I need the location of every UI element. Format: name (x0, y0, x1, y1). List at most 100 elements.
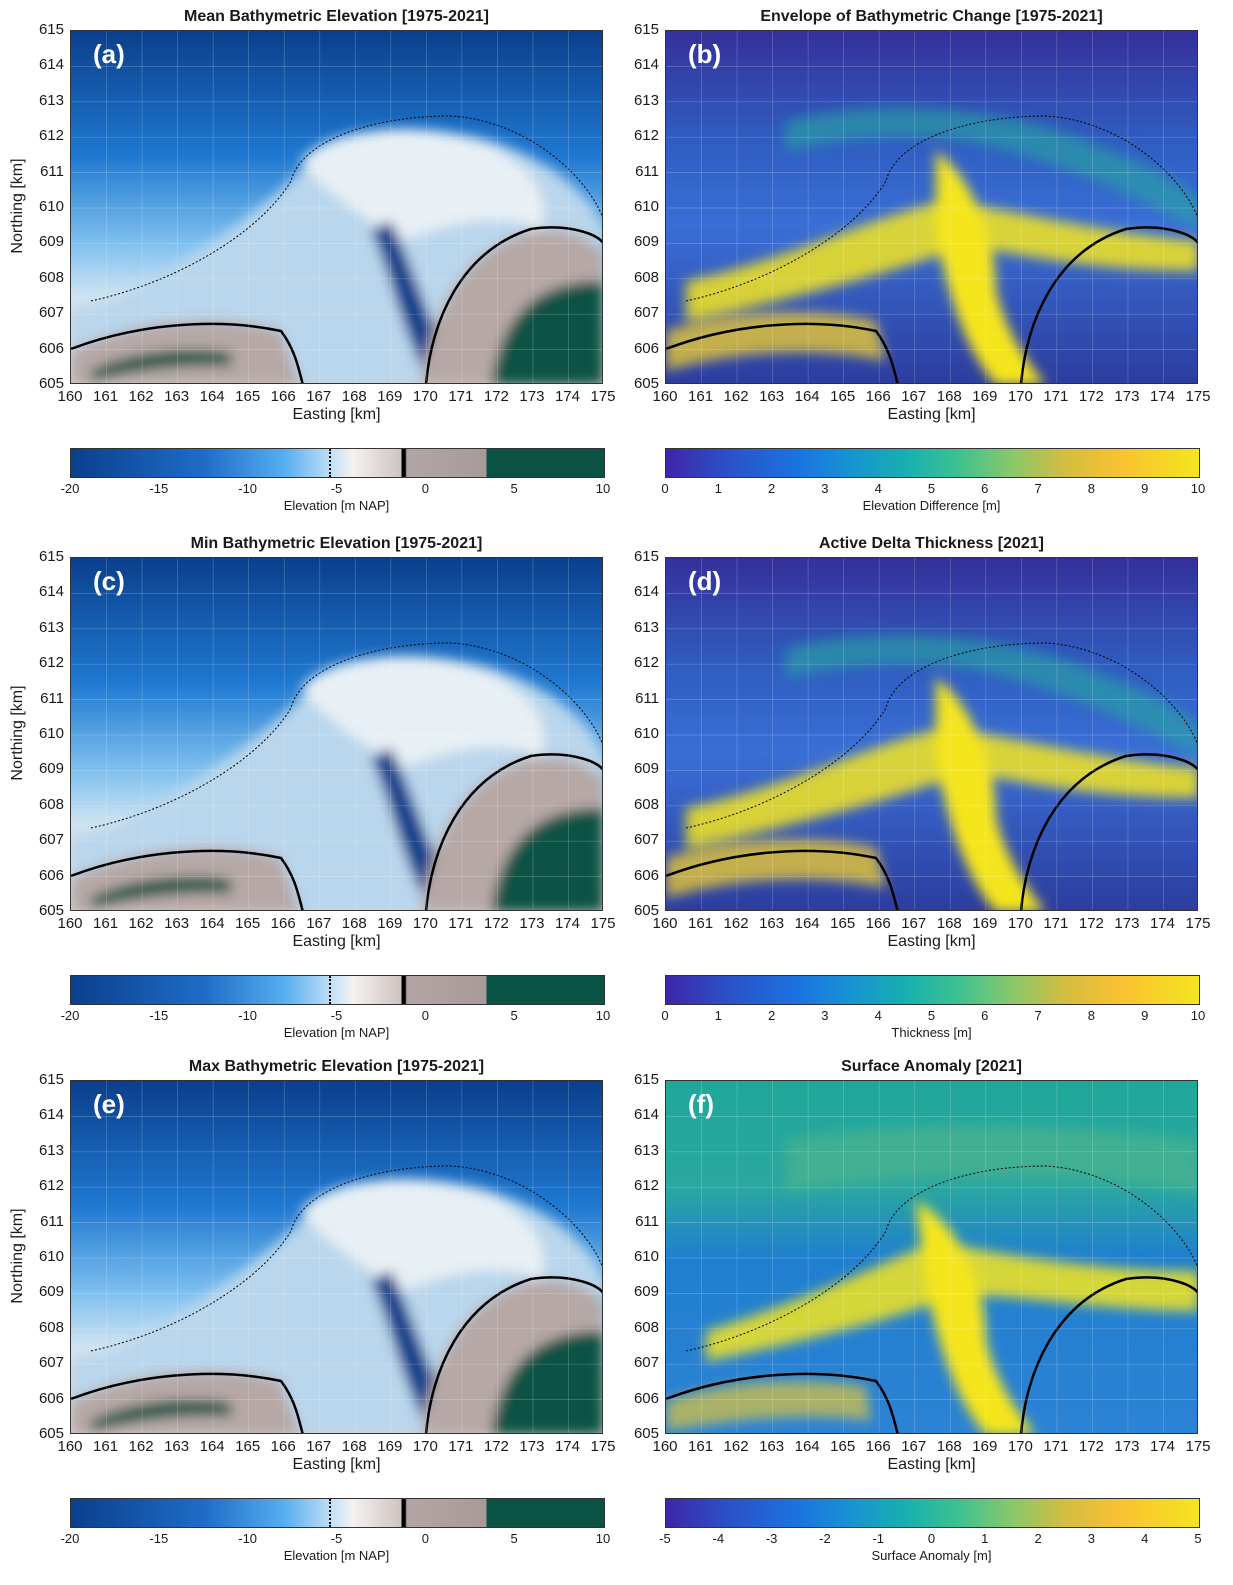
x-tick-label: 174 (1149, 388, 1175, 405)
x-tick-label: 175 (590, 388, 616, 405)
y-tick-label: 610 (38, 1248, 64, 1265)
colorbar-tick-label: 0 (421, 1531, 429, 1546)
colorbar-tick-label: -4 (712, 1531, 725, 1546)
colorbar-tick-label: 9 (1141, 481, 1149, 496)
coastline-contour-west (71, 849, 304, 910)
colorbar-tick-label: 5 (510, 481, 518, 496)
x-tick-label: 163 (759, 915, 785, 932)
y-tick-label: 615 (38, 21, 64, 38)
dotted-contour (90, 1165, 602, 1352)
x-tick-label: 164 (199, 1438, 225, 1455)
x-tick-label: 165 (235, 915, 261, 932)
y-tick-label: 605 (633, 902, 659, 919)
y-axis-label: Northing [km] (9, 1208, 26, 1304)
colorbar-tick-label: 8 (1087, 1008, 1095, 1023)
y-tick-label: 607 (38, 831, 64, 849)
colorbar-tick-label: 2 (767, 481, 776, 496)
colorbar-dotted-marker (328, 976, 331, 1004)
colorbar-tick-label: 4 (874, 1008, 882, 1023)
colorbar-tick-label: -10 (238, 481, 258, 496)
x-tick-label: 171 (1043, 1438, 1069, 1455)
colorbar-label: Elevation [m NAP] (283, 1548, 390, 1563)
y-tick-label: 606 (38, 866, 64, 884)
x-tick-label: 169 (377, 388, 403, 405)
y-tick-label: 607 (633, 304, 659, 322)
x-tick-label: 168 (936, 1438, 962, 1455)
y-axis-label: Northing [km] (9, 158, 26, 254)
x-tick-label: 166 (270, 915, 296, 932)
y-tick-label: 608 (633, 1318, 659, 1336)
colorbar-d (665, 975, 1200, 1005)
x-tick-label: 160 (652, 915, 678, 932)
panel-title: Envelope of Bathymetric Change [1975-202… (760, 8, 1103, 25)
y-tick-label: 612 (633, 1177, 659, 1195)
colorbar-tick-label: 5 (510, 1531, 518, 1546)
x-tick-label: 164 (199, 915, 225, 932)
y-tick-label: 611 (40, 689, 64, 707)
y-tick-label: 614 (633, 583, 659, 601)
x-tick-label: 171 (1043, 388, 1069, 405)
y-tick-label: 614 (38, 1106, 64, 1124)
x-tick-label: 174 (1149, 1438, 1175, 1455)
colorbar-tick-label: 10 (1190, 1008, 1206, 1023)
x-tick-label: 169 (377, 915, 403, 932)
y-tick-label: 610 (633, 198, 659, 215)
colorbar-tick-label: 1 (714, 1008, 722, 1023)
y-axis-label: Northing [km] (9, 685, 26, 781)
x-tick-label: 160 (57, 915, 83, 932)
map-plot-e: (e) (70, 1080, 603, 1434)
y-tick-label: 611 (635, 1212, 659, 1230)
x-tick-label: 168 (936, 388, 962, 405)
x-tick-label: 168 (341, 1438, 367, 1455)
x-tick-label: 170 (412, 915, 438, 932)
x-tick-label: 173 (519, 915, 545, 932)
map-plot-c: (c) (70, 557, 603, 911)
coastline-contour-east (1019, 753, 1197, 910)
x-tick-label: 174 (554, 915, 580, 932)
panel-letter: (d) (688, 566, 722, 596)
x-tick-label: 167 (306, 388, 332, 405)
y-tick-label: 608 (633, 795, 659, 813)
colorbar-tick-label: -1 (872, 1531, 884, 1546)
y-tick-label: 613 (633, 618, 659, 636)
y-tick-label: 615 (633, 548, 659, 565)
x-tick-label: 167 (306, 1438, 332, 1455)
colorbar-dotted-marker (328, 1499, 331, 1527)
dotted-contour (90, 642, 602, 829)
x-tick-label: 169 (972, 1438, 998, 1455)
y-tick-label: 607 (633, 1354, 659, 1372)
map-plot-b: (b) (665, 30, 1198, 384)
colorbar-tick-label: -20 (60, 1008, 80, 1023)
coastline-contour-west (666, 849, 899, 910)
x-tick-label: 170 (1007, 1438, 1033, 1455)
colorbar-label: Elevation [m NAP] (283, 498, 390, 513)
colorbar-tick-label: 3 (821, 481, 829, 496)
x-tick-label: 168 (936, 915, 962, 932)
x-tick-label: 162 (723, 915, 749, 932)
colorbar-label: Elevation [m NAP] (283, 1025, 390, 1040)
y-tick-label: 606 (633, 866, 659, 884)
colorbar-b (665, 448, 1200, 478)
panel-title: Mean Bathymetric Elevation [1975-2021] (183, 8, 489, 25)
x-tick-label: 169 (972, 388, 998, 405)
x-tick-label: 164 (199, 388, 225, 405)
panel-letter: (c) (93, 566, 125, 596)
colorbar-e (70, 1498, 605, 1528)
y-tick-label: 609 (633, 1283, 659, 1301)
y-tick-label: 613 (38, 1141, 64, 1159)
colorbar-tick-label: -15 (149, 1008, 169, 1023)
colorbar-tick-label: 0 (927, 1531, 936, 1546)
colorbar-tick-label: -10 (238, 1531, 258, 1546)
x-axis-label: Easting [km] (292, 933, 381, 950)
y-tick-label: 614 (633, 1106, 659, 1124)
map-svg (71, 558, 602, 910)
colorbar-tick-label: 5 (1194, 1531, 1202, 1546)
colorbar-tick-label: 6 (981, 481, 989, 496)
x-tick-label: 161 (688, 1438, 714, 1455)
dotted-contour (685, 115, 1197, 302)
x-tick-label: 175 (590, 1438, 616, 1455)
dotted-contour (685, 642, 1197, 829)
x-tick-label: 165 (830, 388, 856, 405)
y-tick-label: 610 (38, 198, 64, 215)
colorbar-tick-label: 5 (510, 1008, 518, 1023)
